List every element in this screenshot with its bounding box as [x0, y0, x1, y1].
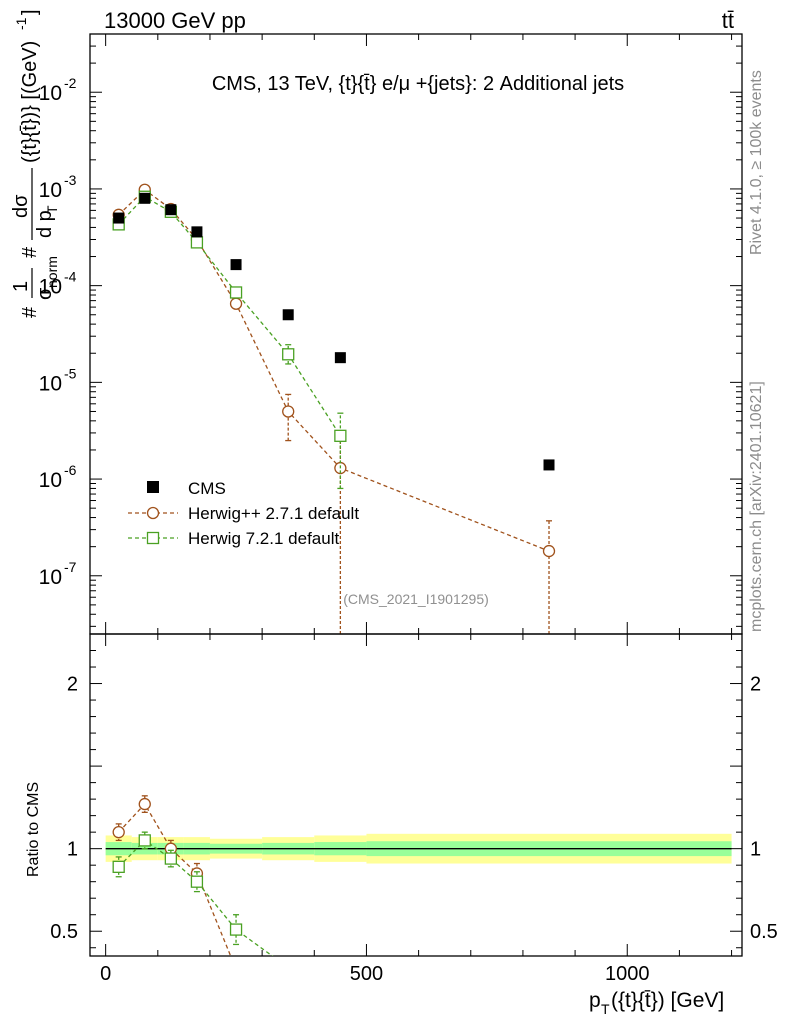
main-ytick-exp: -7: [64, 559, 77, 575]
ylabel-dsigma: dσ: [10, 194, 32, 218]
header-right: tt̄: [722, 8, 734, 33]
herwigpp-point: [542, 544, 556, 558]
main-ytick-exp: -3: [64, 172, 77, 188]
cms-point: [282, 309, 294, 321]
main-ytick-label: 10 -6: [39, 462, 77, 492]
analysis-tag: (CMS_2021_I1901295): [343, 591, 489, 607]
main-ytick-label: 10 -7: [39, 559, 77, 589]
main-ytick-exp: -2: [64, 75, 77, 91]
main-series-layer: [112, 183, 556, 634]
xlabel-rest: ({t}{t̄}) [GeV]: [611, 989, 724, 1012]
ratio-uncertainty-band: [105, 833, 732, 864]
ratio-ytick-label-right: 0.5: [750, 921, 778, 943]
ylabel-hash-1: #: [19, 306, 41, 318]
series-line-herwigpp: [118, 188, 550, 552]
ylabel-dp: d p: [34, 210, 56, 238]
series-line-herwig7: [118, 195, 341, 437]
ylabel-unit-exp: -1: [13, 17, 29, 30]
ratio-y-axis-label: Ratio to CMS: [25, 782, 42, 877]
ratio-herwigpp-point: [138, 797, 151, 811]
ratio-herwig7-point: [229, 923, 243, 936]
ylabel-norm: norm: [44, 256, 60, 288]
x-axis-label: p T ({t}{t̄}) [GeV]: [589, 989, 724, 1017]
cms-point: [139, 192, 151, 204]
ratio-axes: 0.5 0.5 1 1 2 2 0 500 1000: [50, 633, 778, 985]
legend-herwig7-label: Herwig 7.2.1 default: [188, 529, 339, 548]
ratio-herwig7-point: [138, 834, 151, 847]
ratio-ytick-label-left: 2: [67, 674, 78, 696]
cms-point: [191, 226, 203, 238]
main-ytick-base: 10: [39, 469, 62, 492]
legend: CMS Herwig++ 2.7.1 default Herwig 7.2.1 …: [128, 479, 359, 548]
ratio-ytick-label-right: 2: [750, 674, 761, 696]
ylabel-unit: ({t}{t̄})} [(GeV): [19, 41, 41, 163]
main-axes: 10-710-610-510-410-310-2: [39, 33, 743, 635]
ratio-xtick-label: 1000: [605, 963, 650, 985]
herwigpp-point: [229, 297, 243, 310]
main-ytick-base: 10: [39, 372, 62, 395]
legend-herwigpp-marker: [146, 506, 160, 520]
legend-cms-label: CMS: [188, 479, 226, 498]
herwig7-point: [229, 286, 243, 299]
main-ytick-exp: -5: [64, 365, 77, 381]
ratio-series-layer: [112, 795, 274, 956]
ratio-herwig7-point: [112, 860, 125, 873]
main-ytick-base: 10: [39, 179, 62, 202]
xlabel-p: p: [589, 989, 601, 1012]
ratio-ytick-label-left: 0.5: [50, 921, 78, 943]
xlabel-sub: T: [601, 1001, 610, 1017]
legend-herwig7-marker: [146, 531, 160, 545]
main-ytick-label: 10 -2: [39, 75, 77, 105]
main-ytick-label: 10 -3: [39, 172, 77, 202]
herwig7-point: [282, 348, 295, 361]
ylabel-hash-2: #: [19, 246, 41, 258]
cms-point: [113, 212, 125, 224]
ylabel-t-sub: T: [44, 205, 60, 214]
ratio-xtick-label: 0: [100, 963, 111, 985]
header-left: 13000 GeV pp: [104, 8, 246, 33]
mcplots-label: mcplots.cern.ch [arXiv:2401.10621]: [748, 381, 765, 632]
chart-title: CMS, 13 TeV, {t}{t̄} e/μ +{jets}: 2 Addi…: [212, 73, 624, 95]
herwig7-point: [334, 429, 347, 442]
main-ytick-exp: -6: [64, 462, 77, 478]
ylabel-sigma: σ: [34, 287, 56, 300]
ratio-herwig7-point: [164, 852, 177, 865]
main-ytick-base: 10: [39, 566, 62, 589]
ylabel-one: 1: [10, 281, 32, 292]
main-ytick-base: 10: [39, 82, 62, 105]
herwigpp-point: [282, 405, 295, 418]
main-ytick-label: 10 -5: [39, 365, 77, 395]
ratio-line-herwigpp: [118, 802, 232, 956]
cms-point: [230, 259, 242, 271]
legend-herwigpp-label: Herwig++ 2.7.1 default: [188, 504, 359, 523]
main-ytick-exp: -4: [64, 269, 77, 285]
ratio-herwig7-point: [190, 875, 204, 888]
main-ytick-label: 10 -4: [39, 269, 77, 299]
cms-point: [165, 204, 177, 216]
rivet-label: Rivet 4.1.0, ≥ 100k events: [748, 70, 765, 255]
ratio-frame: [89, 633, 743, 957]
legend-cms-marker: [147, 481, 159, 493]
cms-point: [543, 459, 555, 471]
ratio-ytick-label-right: 1: [750, 839, 761, 861]
herwig7-point: [190, 236, 204, 249]
ratio-ytick-label-left: 1: [67, 839, 78, 861]
main-ytick-base: 10: [39, 276, 62, 299]
main-y-axis-label: # 1 σ norm # dσ d p T ({t}{t̄})} [(GeV) …: [10, 9, 60, 318]
ylabel-unit-close: ]: [19, 9, 41, 15]
ratio-herwigpp-point: [112, 826, 125, 839]
cms-point: [334, 352, 346, 364]
ratio-xtick-label: 500: [350, 963, 383, 985]
